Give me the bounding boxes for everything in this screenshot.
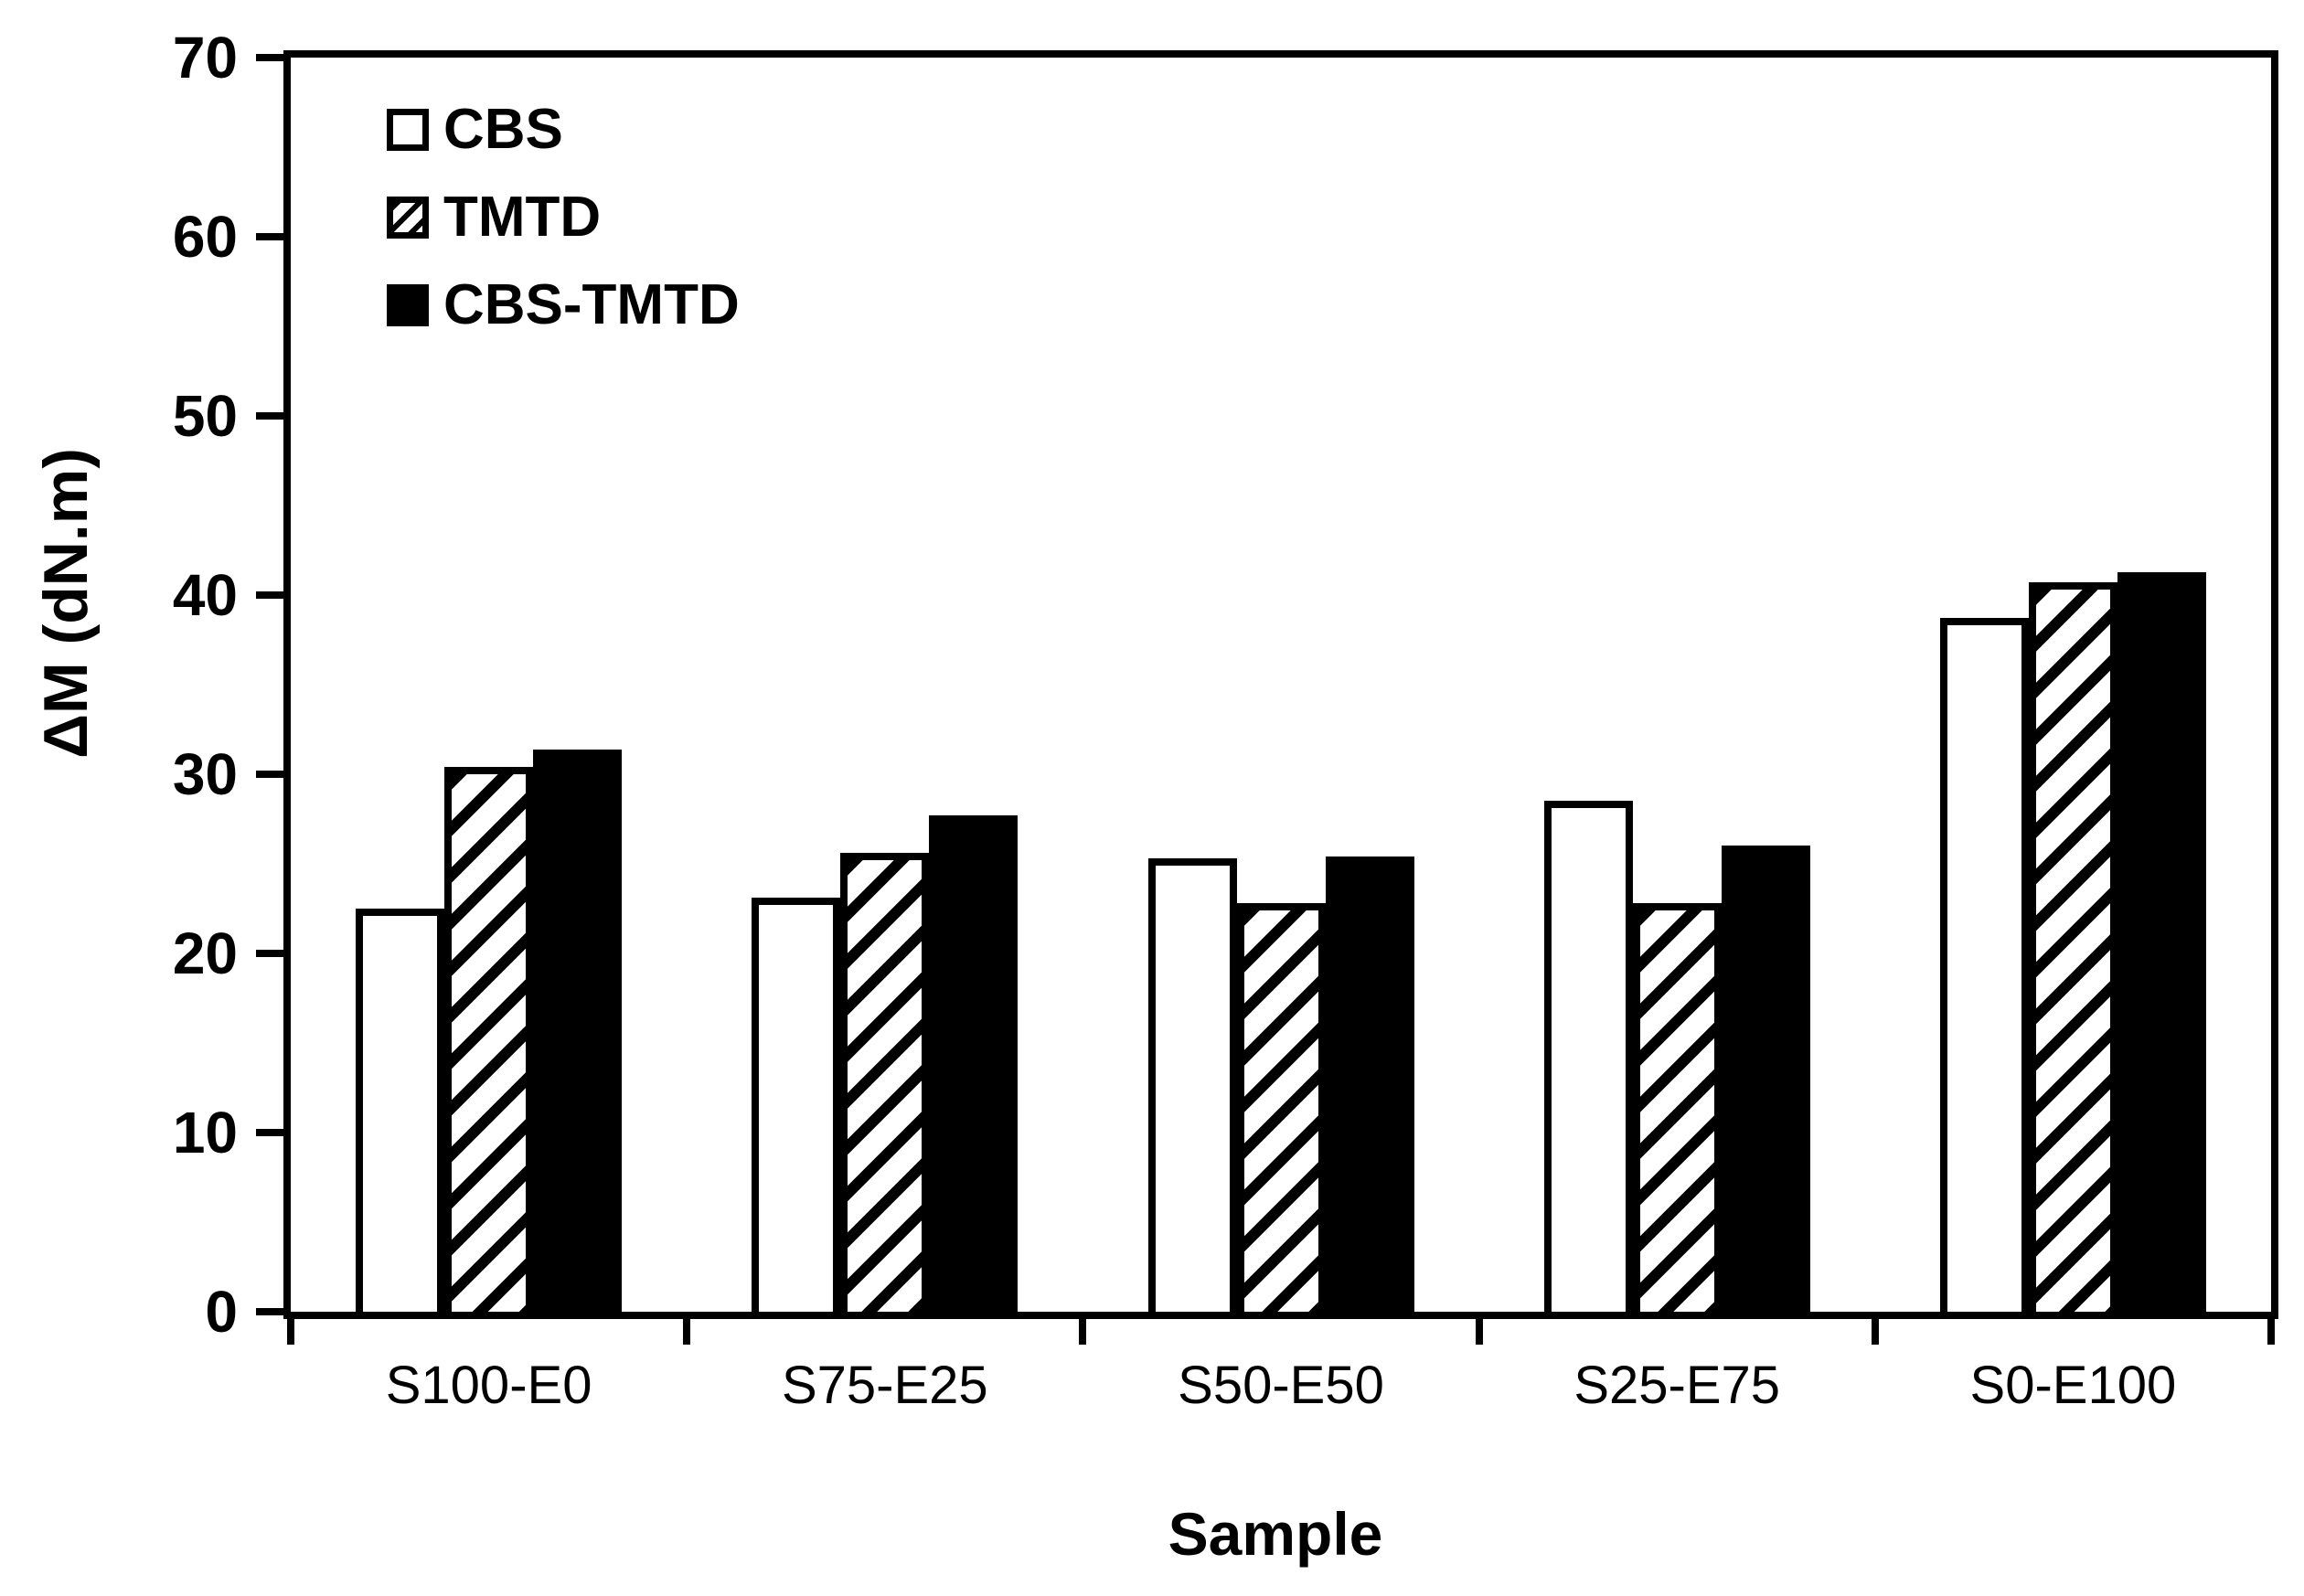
y-axis-tick xyxy=(256,1308,283,1315)
bar-cbs-s75-e25 xyxy=(752,898,840,1312)
bar-tmtd-s100-e0 xyxy=(444,767,533,1312)
bar-cbs-tmtd-s100-e0 xyxy=(533,750,622,1312)
y-axis-tick xyxy=(256,771,283,778)
legend-item-cbs-tmtd: CBS-TMTD xyxy=(387,277,740,334)
legend-label: CBS-TMTD xyxy=(443,273,740,336)
y-axis-tick xyxy=(256,950,283,957)
y-axis-tick xyxy=(256,233,283,240)
y-axis-tick xyxy=(256,1129,283,1136)
y-axis-tick-label: 10 xyxy=(172,1100,238,1165)
x-axis-tick xyxy=(2267,1319,2275,1345)
x-axis-tick xyxy=(1079,1319,1087,1345)
legend-item-tmtd: TMTD xyxy=(387,189,740,246)
legend-item-cbs: CBS xyxy=(387,101,740,158)
legend-label: CBS xyxy=(443,98,563,161)
y-axis-tick-label: 70 xyxy=(172,25,238,90)
x-axis-tick xyxy=(1475,1319,1483,1345)
bar-tmtd-s75-e25 xyxy=(840,853,929,1312)
x-axis-tick xyxy=(287,1319,294,1345)
y-axis-tick xyxy=(256,412,283,420)
x-axis-tick xyxy=(1871,1319,1879,1345)
bar-cbs-tmtd-s75-e25 xyxy=(929,815,1018,1312)
legend-swatch-black-icon xyxy=(387,284,429,326)
bar-cbs-tmtd-s25-e75 xyxy=(1722,846,1810,1312)
bar-cbs-s25-e75 xyxy=(1544,801,1633,1312)
y-axis-tick-label: 30 xyxy=(172,741,238,807)
bar-tmtd-s25-e75 xyxy=(1633,903,1722,1312)
y-axis-tick-label: 0 xyxy=(205,1279,238,1345)
legend: CBS TMTD CBS-TMTD xyxy=(387,101,740,334)
bar-cbs-tmtd-s0-e100 xyxy=(2117,572,2206,1312)
y-axis-tick xyxy=(256,54,283,61)
y-axis-tick-label: 50 xyxy=(172,383,238,449)
bar-tmtd-s50-e50 xyxy=(1237,903,1326,1312)
y-axis-tick xyxy=(256,591,283,599)
x-axis-category-label: S0-E100 xyxy=(1969,1356,2177,1415)
x-axis-title: Sample xyxy=(1168,1500,1383,1568)
legend-label: TMTD xyxy=(443,186,602,249)
x-axis-category-label: S100-E0 xyxy=(385,1356,592,1415)
y-axis-tick-label: 20 xyxy=(172,920,238,986)
bar-cbs-s50-e50 xyxy=(1148,858,1237,1312)
plot-area: CBS TMTD CBS-TMTD xyxy=(256,50,2278,1345)
y-axis-tick-label: 60 xyxy=(172,204,238,270)
bar-cbs-s0-e100 xyxy=(1940,618,2029,1312)
y-axis-tick-label: 40 xyxy=(172,562,238,628)
bar-cbs-s100-e0 xyxy=(356,909,444,1312)
x-axis-category-label: S50-E50 xyxy=(1178,1356,1384,1415)
legend-swatch-hatch-icon xyxy=(387,197,429,239)
x-axis-category-label: S25-E75 xyxy=(1573,1356,1781,1415)
legend-swatch-white-icon xyxy=(387,109,429,151)
bar-cbs-tmtd-s50-e50 xyxy=(1326,857,1414,1312)
x-axis-tick xyxy=(683,1319,691,1345)
x-axis-category-label: S75-E25 xyxy=(781,1356,988,1415)
bar-tmtd-s0-e100 xyxy=(2029,582,2117,1312)
